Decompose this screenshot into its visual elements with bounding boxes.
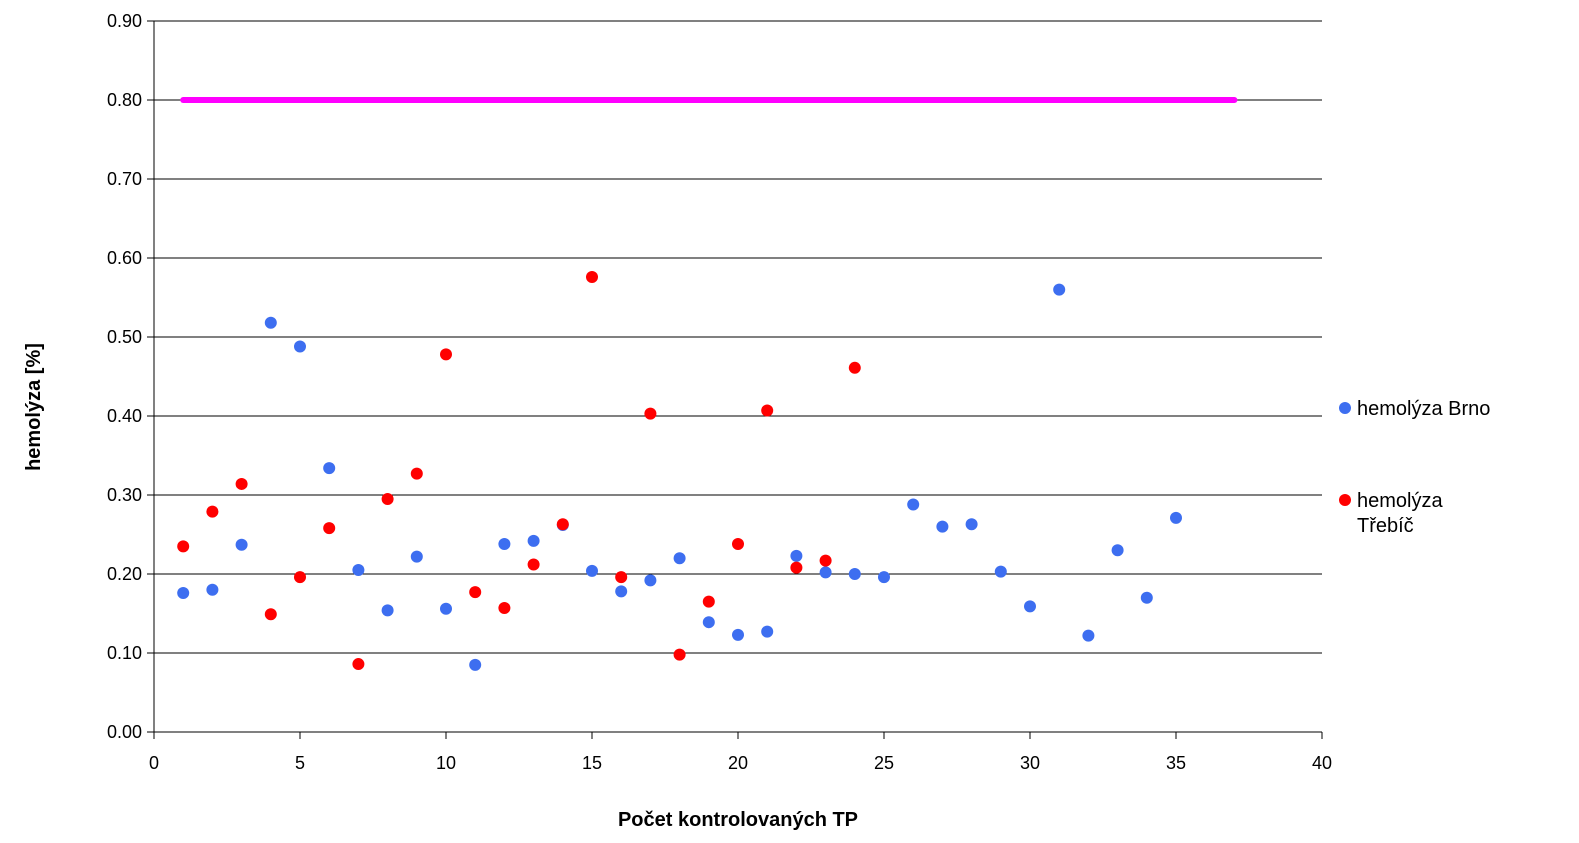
legend-marker-trebic bbox=[1339, 494, 1351, 506]
data-point bbox=[615, 585, 628, 598]
data-point bbox=[965, 518, 978, 531]
data-point bbox=[498, 601, 511, 614]
data-point bbox=[440, 348, 452, 361]
data-point bbox=[790, 561, 803, 574]
data-point bbox=[761, 404, 774, 417]
data-point bbox=[294, 340, 306, 353]
data-point bbox=[352, 564, 365, 577]
data-points bbox=[177, 270, 1182, 671]
data-point bbox=[235, 538, 248, 551]
data-point bbox=[673, 648, 686, 661]
series-0 bbox=[177, 283, 1182, 671]
data-point bbox=[323, 462, 336, 475]
data-point bbox=[586, 564, 598, 577]
data-point bbox=[294, 571, 306, 584]
data-point bbox=[1082, 629, 1095, 642]
data-point bbox=[1024, 600, 1036, 613]
data-point bbox=[790, 549, 803, 562]
y-tick-label: 0.00 bbox=[107, 722, 142, 742]
data-point bbox=[994, 565, 1007, 578]
y-tick-label: 0.90 bbox=[107, 11, 142, 31]
data-point bbox=[469, 658, 482, 671]
x-tick-label: 5 bbox=[295, 753, 305, 773]
data-point bbox=[644, 407, 657, 420]
x-tick-labels: 0 5 10 15 20 25 30 35 40 bbox=[149, 732, 1332, 773]
data-point bbox=[352, 658, 365, 671]
x-tick-label: 30 bbox=[1020, 753, 1040, 773]
data-point bbox=[1053, 283, 1066, 296]
legend: hemolýza Brno hemolýza Třebíč bbox=[1339, 398, 1490, 537]
data-point bbox=[469, 586, 482, 599]
data-point bbox=[206, 583, 219, 596]
x-tick-label: 10 bbox=[436, 753, 456, 773]
x-tick-label: 25 bbox=[874, 753, 894, 773]
data-point bbox=[527, 558, 540, 571]
data-point bbox=[644, 574, 657, 587]
data-point bbox=[848, 568, 861, 580]
data-point bbox=[177, 540, 190, 553]
data-point bbox=[410, 550, 423, 563]
data-point bbox=[206, 505, 219, 518]
y-tick-label: 0.30 bbox=[107, 485, 142, 505]
series-1 bbox=[177, 270, 861, 671]
data-point bbox=[527, 534, 540, 547]
data-point bbox=[936, 520, 949, 533]
data-point bbox=[556, 518, 569, 531]
x-tick-label: 20 bbox=[728, 753, 748, 773]
y-tick-label: 0.10 bbox=[107, 643, 142, 663]
data-point bbox=[586, 270, 598, 283]
y-tick-label: 0.20 bbox=[107, 564, 142, 584]
data-point bbox=[615, 571, 628, 584]
data-point bbox=[819, 566, 832, 579]
data-point bbox=[1111, 544, 1124, 557]
data-point bbox=[410, 467, 423, 480]
data-point bbox=[498, 537, 511, 550]
y-tick-label: 0.70 bbox=[107, 169, 142, 189]
y-tick-labels: 0.00 0.10 0.20 0.30 0.40 0.50 0.60 0.70 0.80 0.90 bbox=[107, 11, 154, 742]
x-tick-label: 40 bbox=[1312, 753, 1332, 773]
data-point bbox=[235, 477, 248, 490]
data-point bbox=[878, 571, 890, 584]
data-point bbox=[177, 586, 190, 599]
plot-area bbox=[154, 21, 1322, 732]
data-point bbox=[264, 316, 277, 329]
x-tick-label: 35 bbox=[1166, 753, 1186, 773]
data-point bbox=[907, 498, 920, 511]
y-tick-label: 0.60 bbox=[107, 248, 142, 268]
data-point bbox=[440, 602, 452, 615]
data-point bbox=[702, 616, 715, 629]
data-point bbox=[761, 625, 774, 638]
x-tick-label: 15 bbox=[582, 753, 602, 773]
data-point bbox=[381, 604, 394, 617]
data-point bbox=[819, 554, 832, 567]
x-tick-label: 0 bbox=[149, 753, 159, 773]
x-axis-title: Počet kontrolovaných TP bbox=[618, 809, 858, 831]
data-point bbox=[702, 595, 715, 608]
y-tick-label: 0.50 bbox=[107, 327, 142, 347]
y-tick-label: 0.40 bbox=[107, 406, 142, 426]
data-point bbox=[848, 361, 861, 374]
data-point bbox=[673, 552, 686, 565]
data-point bbox=[1140, 591, 1153, 604]
y-axis-title: hemolýza [%] bbox=[23, 343, 45, 471]
data-point bbox=[323, 522, 336, 535]
data-point bbox=[264, 608, 277, 621]
data-point bbox=[381, 492, 394, 505]
data-point bbox=[732, 628, 744, 641]
legend-label-trebic: hemolýza Třebíč bbox=[1357, 490, 1443, 537]
legend-label-brno: hemolýza Brno bbox=[1357, 398, 1490, 420]
data-point bbox=[732, 537, 744, 550]
y-tick-label: 0.80 bbox=[107, 90, 142, 110]
legend-marker-brno bbox=[1339, 402, 1351, 414]
data-point bbox=[1170, 511, 1182, 524]
